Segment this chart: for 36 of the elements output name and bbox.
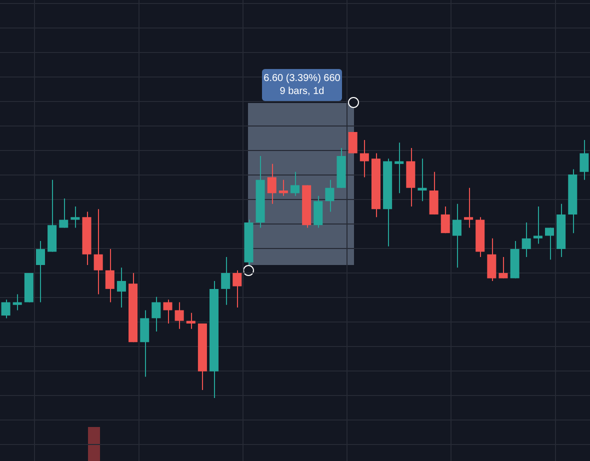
candlestick	[360, 139, 369, 178]
candlestick	[429, 171, 438, 215]
candlestick	[1, 299, 10, 319]
candlestick	[116, 267, 126, 308]
candlestick	[498, 256, 508, 279]
candlestick	[394, 142, 404, 194]
candlestick	[232, 270, 242, 308]
candlestick	[94, 208, 103, 295]
candlestick	[140, 310, 150, 378]
candlestick	[464, 187, 474, 228]
text: 9 bars, 1d	[278, 85, 326, 98]
candlestick	[440, 206, 450, 234]
candlestick	[163, 299, 172, 324]
candlestick	[545, 227, 554, 260]
candlestick	[533, 206, 542, 244]
candlestick	[221, 256, 230, 306]
candlestick	[314, 195, 323, 228]
candlestick	[267, 163, 276, 204]
candlestick	[59, 198, 68, 228]
candlestick	[152, 296, 161, 332]
candlestick	[290, 171, 300, 196]
candlestick	[348, 132, 358, 154]
text: 6.60 (3.39%) 660	[262, 72, 342, 85]
candlestick	[186, 312, 196, 330]
candlestick	[12, 294, 22, 311]
candlestick	[278, 179, 288, 196]
candlestick	[487, 238, 496, 282]
candlestick	[70, 206, 80, 228]
candlestick	[580, 139, 589, 180]
candlestick	[105, 248, 114, 303]
candlestick	[325, 179, 334, 212]
candlestick	[36, 240, 45, 303]
candlestick	[418, 158, 427, 202]
candlestick	[174, 302, 184, 330]
candlestick	[452, 203, 462, 268]
candlestick	[522, 222, 531, 258]
